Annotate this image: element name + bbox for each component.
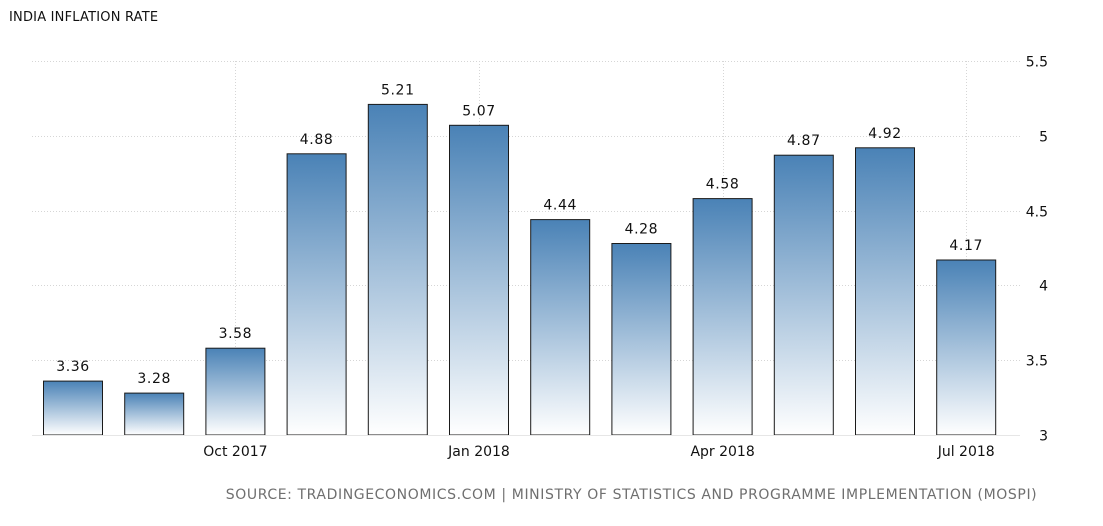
data-label: 3.28 — [137, 371, 171, 387]
x-axis: Oct 2017 Jan 2018 Apr 2018 Jul 2018 — [32, 435, 1020, 460]
bar — [124, 392, 185, 436]
bar-chart: 3.36 3.28 3.58 4.88 5.21 5.07 4.44 4.28 4.58 4.87… — [32, 55, 1048, 460]
y-tick-label: 3 — [1039, 429, 1048, 445]
data-label: 4.28 — [625, 222, 659, 238]
y-tick-label: 5.5 — [1026, 55, 1048, 71]
chart-title: INDIA INFLATION RATE — [9, 10, 159, 25]
bar — [530, 219, 591, 436]
bar — [43, 380, 103, 436]
bar — [205, 347, 266, 436]
data-label: 5.07 — [462, 103, 496, 119]
data-labels: 3.36 3.28 3.58 4.88 5.21 5.07 4.44 4.28 4.58 4.87… — [56, 82, 983, 387]
y-tick-label: 3.5 — [1026, 354, 1048, 370]
data-label: 4.58 — [706, 177, 740, 193]
source-note: SOURCE: TRADINGECONOMICS.COM | MINISTRY … — [225, 487, 1038, 503]
bar — [367, 103, 428, 436]
x-tick-label: Jul 2018 — [937, 444, 995, 460]
data-label: 3.36 — [56, 359, 90, 375]
y-tick-label: 4 — [1039, 279, 1048, 295]
bar — [692, 198, 753, 436]
x-tick-label: Jan 2018 — [447, 444, 510, 460]
bars — [43, 103, 997, 436]
y-tick-label: 5 — [1039, 130, 1048, 146]
data-label: 4.92 — [868, 126, 902, 142]
data-label: 3.58 — [219, 326, 253, 342]
data-label: 5.21 — [381, 82, 415, 98]
bar — [773, 154, 834, 436]
data-label: 4.44 — [543, 198, 577, 214]
y-tick-label: 4.5 — [1026, 205, 1048, 221]
x-tick-label: Oct 2017 — [203, 444, 267, 460]
data-label: 4.88 — [300, 132, 334, 148]
data-label: 4.87 — [787, 133, 821, 149]
bar — [855, 147, 915, 436]
x-tick-label: Apr 2018 — [690, 444, 754, 460]
bar — [449, 124, 509, 436]
bar — [286, 153, 347, 436]
y-axis: 3 3.5 4 4.5 5 5.5 — [1026, 55, 1048, 445]
data-label: 4.17 — [949, 238, 983, 254]
bar — [936, 259, 997, 436]
bar — [611, 243, 672, 436]
